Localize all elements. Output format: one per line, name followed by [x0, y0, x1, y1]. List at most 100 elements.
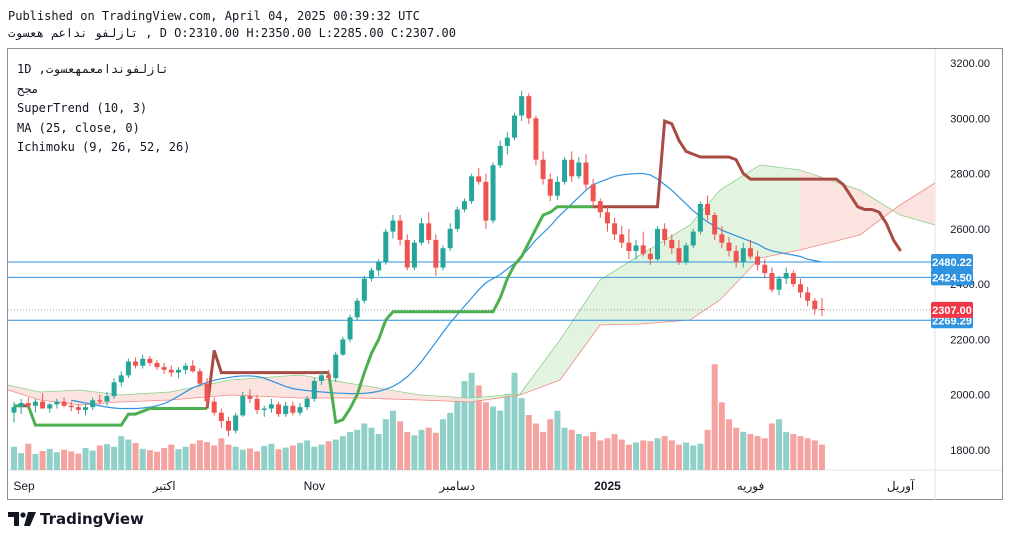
candle-body: [662, 228, 668, 240]
volume-bar: [297, 442, 303, 470]
candle-body: [211, 401, 217, 413]
candle-body: [390, 220, 396, 232]
candle-body: [461, 201, 467, 210]
candle-body: [404, 239, 410, 268]
volume-bar: [811, 440, 818, 470]
candle-body: [504, 137, 510, 146]
price-tag-label: 2480.22: [932, 257, 972, 269]
candle-body: [268, 404, 274, 409]
volume-bar: [46, 448, 53, 470]
candle-body: [161, 367, 167, 370]
candle-body: [769, 273, 775, 290]
volume-bar: [754, 436, 761, 470]
published-line: Published on TradingView.com, April 04, …: [8, 9, 420, 23]
volume-bar: [268, 443, 275, 470]
legend-ma[interactable]: MA (25, close, 0): [17, 120, 140, 135]
candle-body: [204, 383, 210, 402]
candle-body: [47, 404, 53, 409]
candle-body: [104, 396, 110, 402]
volume-bar: [518, 398, 525, 470]
candle-body: [433, 239, 439, 268]
volume-bar: [797, 436, 804, 470]
volume-bar: [368, 427, 375, 470]
volume-bar: [397, 421, 404, 470]
volume-bar: [532, 423, 539, 470]
volume-bar: [339, 436, 346, 470]
candle-body: [11, 407, 17, 413]
volume-bar: [361, 423, 368, 470]
volume-bar: [625, 444, 632, 470]
volume-bar: [747, 434, 754, 470]
x-tick-label: اكتبر: [152, 479, 176, 493]
candle-body: [790, 273, 796, 285]
y-tick-label: 3200.00: [950, 58, 990, 70]
y-tick-label: 2800.00: [950, 169, 990, 181]
legend-supertrend[interactable]: SuperTrend (10, 3): [17, 101, 148, 115]
volume-bar: [189, 443, 196, 470]
candle-body: [54, 401, 60, 405]
legend-ichimoku[interactable]: Ichimoku (9, 26, 52, 26): [17, 140, 191, 154]
volume-bar: [96, 445, 103, 470]
candle-body: [354, 300, 360, 318]
legend-symbol[interactable]: 1D ,تازلفوندامعمهعسوت: [17, 62, 169, 76]
y-tick-label: 1800.00: [950, 445, 990, 457]
candle-body: [740, 248, 746, 263]
candle-body: [326, 375, 332, 379]
volume-bar: [733, 427, 740, 470]
volume-bar: [304, 440, 311, 470]
candle-body: [383, 231, 389, 263]
volume-bar: [18, 453, 25, 470]
candle-body: [719, 234, 725, 243]
y-tick-label: 2600.00: [950, 224, 990, 236]
candle-body: [226, 420, 231, 431]
candle-body: [733, 250, 739, 263]
y-tick-label: 3000.00: [950, 113, 990, 125]
tradingview-logo[interactable]: TradingView: [8, 510, 144, 528]
candle-body: [547, 179, 553, 196]
volume-bar: [261, 445, 268, 470]
candle-body: [140, 358, 146, 366]
candle-body: [183, 365, 189, 370]
price-tag-label: 2269.29: [932, 315, 972, 327]
candle-body: [90, 400, 96, 408]
volume-bar: [347, 431, 354, 470]
chart-frame[interactable]: [7, 48, 1003, 500]
candle-body: [133, 361, 139, 366]
candle-body: [690, 231, 696, 246]
volume-bar: [554, 410, 561, 470]
x-tick-label: آوريل: [887, 478, 915, 493]
candle-body: [369, 270, 374, 279]
volume-bar: [675, 444, 682, 470]
volume-bar: [504, 393, 511, 470]
volume-bar: [568, 429, 575, 470]
x-tick-label: Nov: [304, 479, 325, 493]
volume-bar: [404, 431, 411, 470]
candle-body: [175, 369, 181, 373]
candle-body: [819, 309, 825, 311]
candle-body: [419, 223, 425, 243]
candle-body: [626, 242, 632, 251]
volume-bar: [196, 440, 203, 470]
candle-body: [61, 401, 67, 406]
candle-body: [197, 371, 203, 384]
candle-body: [497, 145, 503, 166]
candle-body: [576, 162, 582, 177]
volume-bar: [475, 385, 482, 470]
volume-bar: [75, 453, 82, 470]
candle-body: [569, 159, 575, 177]
volume-bar: [218, 438, 225, 470]
candle-body: [111, 382, 117, 397]
candle-body: [633, 245, 639, 251]
candle-body: [604, 212, 610, 224]
candle-body: [304, 398, 310, 408]
candle-body: [97, 400, 103, 402]
volume-bar: [482, 402, 489, 470]
price-tag-bg: [931, 253, 973, 270]
volume-bar: [461, 381, 468, 470]
volume-bar: [418, 429, 425, 470]
candle-body: [347, 317, 353, 340]
volume-bar: [525, 415, 532, 470]
candle-body: [190, 365, 196, 372]
candle-body: [440, 248, 446, 268]
